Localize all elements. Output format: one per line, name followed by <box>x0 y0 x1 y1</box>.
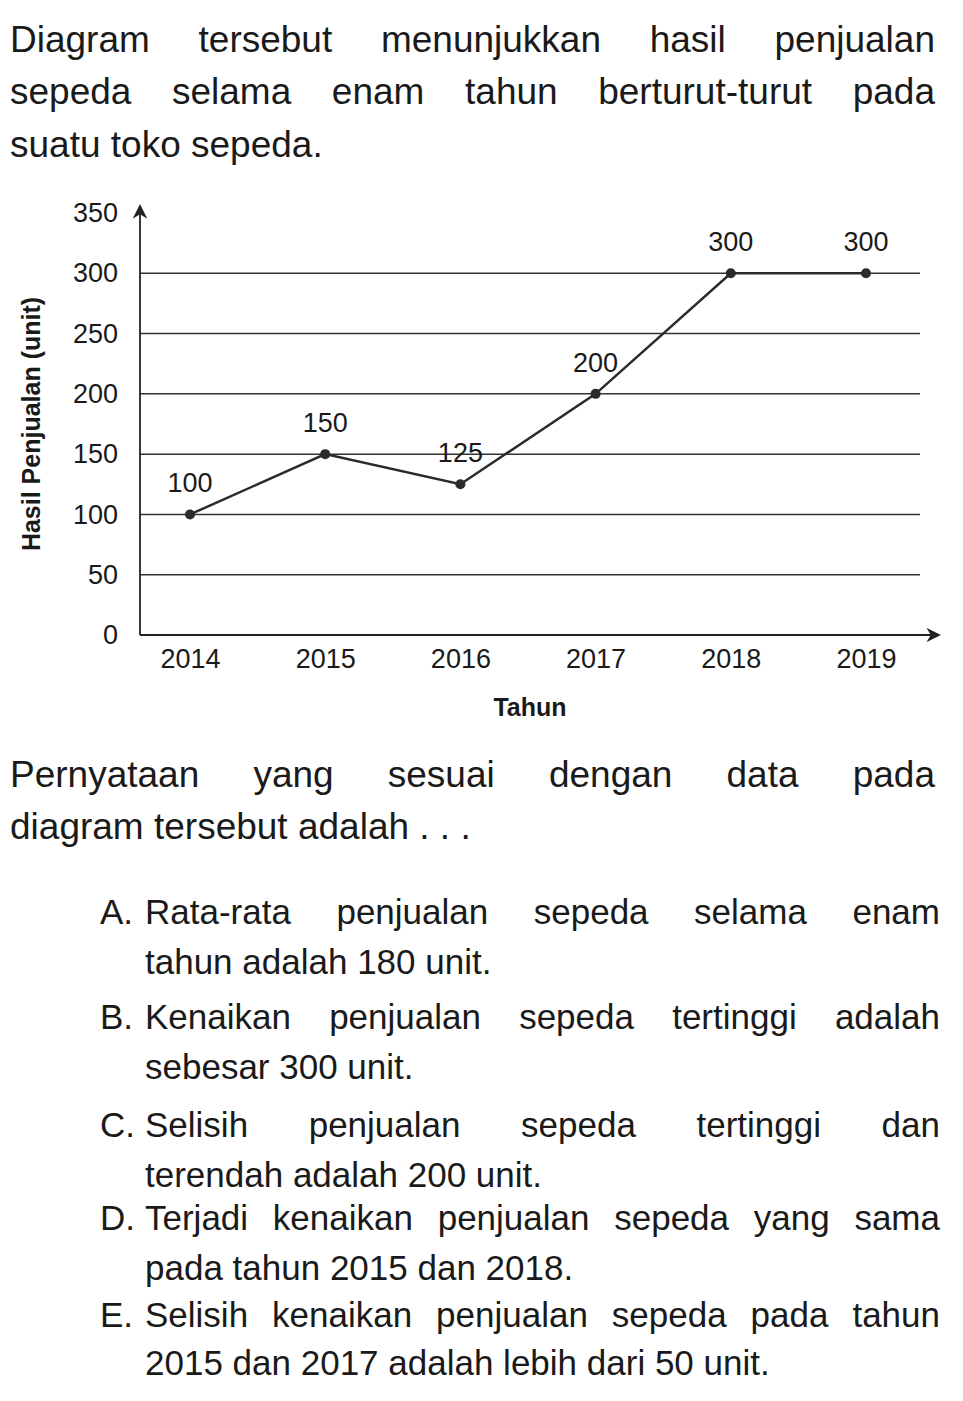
y-tick-label: 100 <box>73 500 118 530</box>
grid-line <box>140 393 920 395</box>
data-label: 300 <box>843 227 888 257</box>
question-line: Pernyataan yang sesuai dengan data pada <box>10 753 935 797</box>
x-tick-label: 2017 <box>566 644 626 674</box>
option-line: terendah adalah 200 unit. <box>145 1153 542 1197</box>
option-letter: A. <box>100 890 133 934</box>
x-tick-label: 2019 <box>836 644 896 674</box>
data-point <box>455 479 465 489</box>
option-letter: C. <box>100 1103 135 1147</box>
data-label: 200 <box>573 348 618 378</box>
x-tick-label: 2018 <box>701 644 761 674</box>
data-label: 100 <box>167 468 212 498</box>
x-tick: 2014 <box>160 635 220 674</box>
x-tick: 2019 <box>836 635 896 674</box>
data-point <box>591 389 601 399</box>
y-tick: 100 <box>73 500 140 530</box>
data-point <box>726 268 736 278</box>
grid-line <box>140 574 920 576</box>
intro-line: suatu toko sepeda. <box>10 123 323 167</box>
intro-line: sepeda selama enam tahun berturut-turut … <box>10 70 935 114</box>
x-tick: 2018 <box>701 635 761 674</box>
x-tick: 2017 <box>566 635 626 674</box>
x-tick: 2015 <box>296 635 356 674</box>
y-axis-title: Hasil Penjualan (unit) <box>17 297 45 551</box>
data-label: 150 <box>303 408 348 438</box>
y-tick: 50 <box>88 560 140 590</box>
option-line: tahun adalah 180 unit. <box>145 940 491 984</box>
y-tick: 200 <box>73 379 140 409</box>
grid-line <box>140 453 920 455</box>
plot <box>185 268 871 519</box>
data-label: 125 <box>438 438 483 468</box>
y-tick: 0 <box>103 620 140 650</box>
x-tick-label: 2015 <box>296 644 356 674</box>
data-label: 300 <box>708 227 753 257</box>
y-tick: 150 <box>73 439 140 469</box>
question-line: diagram tersebut adalah . . . <box>10 805 471 849</box>
option-line: pada tahun 2015 dan 2018. <box>145 1246 573 1290</box>
grid-line <box>140 514 920 516</box>
option-line: Terjadi kenaikan penjualan sepeda yang s… <box>145 1196 940 1240</box>
x-tick: 2016 <box>431 635 491 674</box>
y-tick-label: 50 <box>88 560 118 590</box>
data-line <box>190 273 866 514</box>
data-point <box>861 268 871 278</box>
y-tick-label: 0 <box>103 620 118 650</box>
x-tick-label: 2014 <box>160 644 220 674</box>
y-axis-line <box>139 207 141 635</box>
y-tick: 350 <box>73 198 140 228</box>
intro-line: Diagram tersebut menunjukkan hasil penju… <box>10 18 935 62</box>
data-point <box>185 509 195 519</box>
y-tick: 250 <box>73 319 140 349</box>
y-axis: 0 50 100 150 200 250 300 350 <box>73 198 140 650</box>
option-line: 2015 dan 2017 adalah lebih dari 50 unit. <box>145 1341 770 1385</box>
grid-line <box>140 333 920 335</box>
y-tick: 300 <box>73 258 140 288</box>
x-axis-line <box>140 634 938 636</box>
x-axis: 2014 2015 2016 2017 2018 2019 <box>160 635 896 674</box>
y-tick-label: 150 <box>73 439 118 469</box>
option-line: Kenaikan penjualan sepeda tertinggi adal… <box>145 995 940 1039</box>
option-letter: D. <box>100 1196 135 1240</box>
data-labels: 100 150 125 200 300 300 <box>167 227 888 498</box>
option-line: Selisih kenaikan penjualan sepeda pada t… <box>145 1293 940 1337</box>
option-letter: E. <box>100 1293 133 1337</box>
y-tick-label: 300 <box>73 258 118 288</box>
x-axis-title: Tahun <box>493 693 566 721</box>
y-tick-label: 350 <box>73 198 118 228</box>
x-tick-label: 2016 <box>431 644 491 674</box>
option-line: Rata-rata penjualan sepeda selama enam <box>145 890 940 934</box>
grid <box>140 273 920 574</box>
option-line: sebesar 300 unit. <box>145 1045 414 1089</box>
option-letter: B. <box>100 995 133 1039</box>
data-point <box>320 449 330 459</box>
option-line: Selisih penjualan sepeda tertinggi dan <box>145 1103 940 1147</box>
y-tick-label: 250 <box>73 319 118 349</box>
y-tick-label: 200 <box>73 379 118 409</box>
